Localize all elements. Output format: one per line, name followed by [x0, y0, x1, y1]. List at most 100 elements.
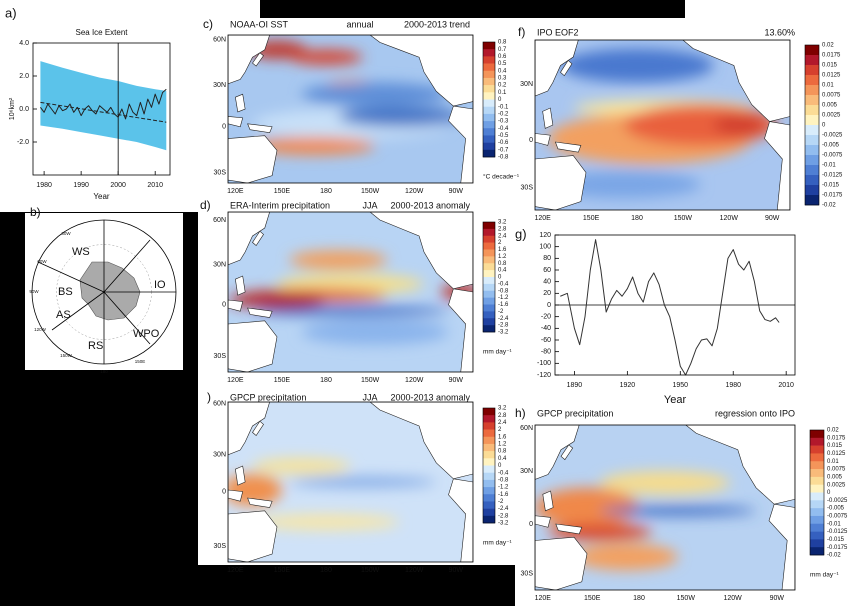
colorbar-tick-label: -3.2: [498, 330, 509, 336]
lon-label: 120W: [405, 188, 424, 195]
colorbar-tick-label: 0: [498, 275, 502, 281]
sector-line: [103, 239, 151, 293]
y-tick-label: 0: [547, 302, 551, 309]
colorbar-swatch: [483, 408, 495, 416]
colorbar-tick-label: 0.0025: [827, 482, 846, 488]
colorbar-tick-label: -2: [498, 499, 504, 505]
land: [247, 497, 273, 508]
colorbar-tick-label: -1.2: [498, 295, 509, 301]
colorbar-swatch: [810, 515, 824, 525]
map-title: GPCP precipitation: [537, 408, 613, 418]
colorbar-swatch: [810, 508, 824, 517]
colorbar-swatch: [810, 531, 824, 540]
x-tick-label: 1890: [567, 382, 583, 389]
meridian-label: 30W: [61, 231, 71, 236]
colorbar-swatch: [805, 75, 819, 86]
lon-label: 120E: [534, 215, 551, 222]
anomaly-blob: [252, 137, 375, 155]
lon-label: 150E: [274, 567, 291, 574]
anomaly-blob: [252, 514, 400, 530]
colorbar-swatch: [483, 270, 495, 278]
map-field: [535, 425, 795, 590]
y-tick-label: -20: [541, 314, 551, 321]
colorbar-frame: [482, 407, 496, 524]
colorbar-swatch: [483, 283, 495, 292]
colorbar-frame: [482, 41, 496, 158]
anomaly-blob: [560, 48, 714, 83]
colorbar-swatch: [483, 429, 495, 438]
panel-label: h): [515, 406, 526, 420]
anomaly-blob: [600, 471, 730, 495]
lon-label: 120E: [227, 377, 244, 384]
colorbar-tick-label: -0.015: [827, 537, 845, 543]
land: [247, 123, 273, 134]
meridian-label: 150W: [60, 353, 73, 358]
land: [228, 510, 278, 562]
map-field: [535, 40, 790, 210]
map-field: [228, 402, 473, 562]
colorbar-unit: mm day⁻¹: [483, 349, 513, 356]
colorbar-unit: °C decade⁻¹: [483, 173, 520, 181]
land: [542, 107, 554, 129]
colorbar-swatch: [483, 494, 495, 502]
colorbar-unit: mm day⁻¹: [483, 540, 513, 547]
colorbar-tick-label: 0.0075: [827, 467, 846, 473]
x-axis-label: Year: [664, 394, 687, 406]
colorbar-tick-label: 1.2: [498, 254, 507, 260]
region-label: WPO: [133, 328, 160, 340]
colorbar-tick-label: 0.8: [498, 261, 507, 267]
colorbar-tick-label: 2.8: [498, 413, 507, 419]
sector-line: [37, 261, 105, 293]
colorbar-tick-label: 3.2: [498, 220, 507, 226]
panel-label: ): [207, 390, 211, 404]
colorbar-swatch: [483, 49, 495, 57]
land: [535, 133, 551, 146]
anomaly-blob: [301, 82, 449, 107]
colorbar-tick-label: -2: [498, 309, 504, 315]
colorbar-swatch: [805, 165, 819, 176]
colorbar-tick-label: -2.4: [498, 316, 509, 322]
colorbar-swatch: [810, 453, 824, 462]
colorbar-tick-label: -1.6: [498, 302, 509, 308]
anomaly-pattern: [535, 471, 756, 571]
lon-label: 90W: [770, 595, 785, 602]
lon-label: 120E: [227, 567, 244, 574]
colorbar-swatch: [483, 515, 495, 524]
lon-label: 150E: [583, 215, 600, 222]
colorbar-tick-label: -0.0025: [822, 133, 843, 139]
colorbar-tick-label: -0.015: [822, 183, 840, 189]
colorbar-swatch: [805, 125, 819, 136]
colorbar-tick-label: 0.4: [498, 268, 507, 274]
colorbar-swatch: [483, 235, 495, 243]
lat-label: 0: [529, 137, 533, 144]
panel-label: f): [518, 25, 525, 39]
colorbar-frame: [809, 429, 825, 556]
x-tick-label: 2010: [778, 382, 794, 389]
land: [228, 402, 270, 456]
lat-label: 30S: [521, 570, 534, 577]
colorbar-tick-label: -0.0075: [827, 514, 848, 520]
land: [560, 444, 574, 461]
lon-label: 120W: [723, 595, 742, 602]
colorbar-swatch: [483, 99, 495, 107]
lon-label: 150W: [674, 215, 693, 222]
anomaly-blob: [713, 114, 765, 136]
colorbar-swatch: [810, 484, 824, 493]
land: [554, 141, 582, 153]
colorbar-swatch: [805, 85, 819, 96]
colorbar-swatch: [483, 487, 495, 495]
land: [228, 320, 278, 372]
lat-label: 60N: [213, 36, 226, 43]
colorbar-swatch: [805, 155, 819, 166]
colorbar-swatch: [483, 501, 495, 509]
panel-label: c): [203, 17, 213, 31]
lon-label: 180: [320, 567, 332, 574]
panel-label: b): [30, 205, 41, 219]
colorbar-swatch: [483, 70, 495, 79]
land: [542, 490, 554, 512]
colorbar-tick-label: 0.1: [498, 90, 507, 96]
colorbar-tick-label: -0.8: [498, 155, 509, 161]
lon-label: 150W: [361, 188, 380, 195]
colorbar-swatch: [810, 539, 824, 548]
colorbar-tick-label: 0.005: [827, 474, 843, 480]
